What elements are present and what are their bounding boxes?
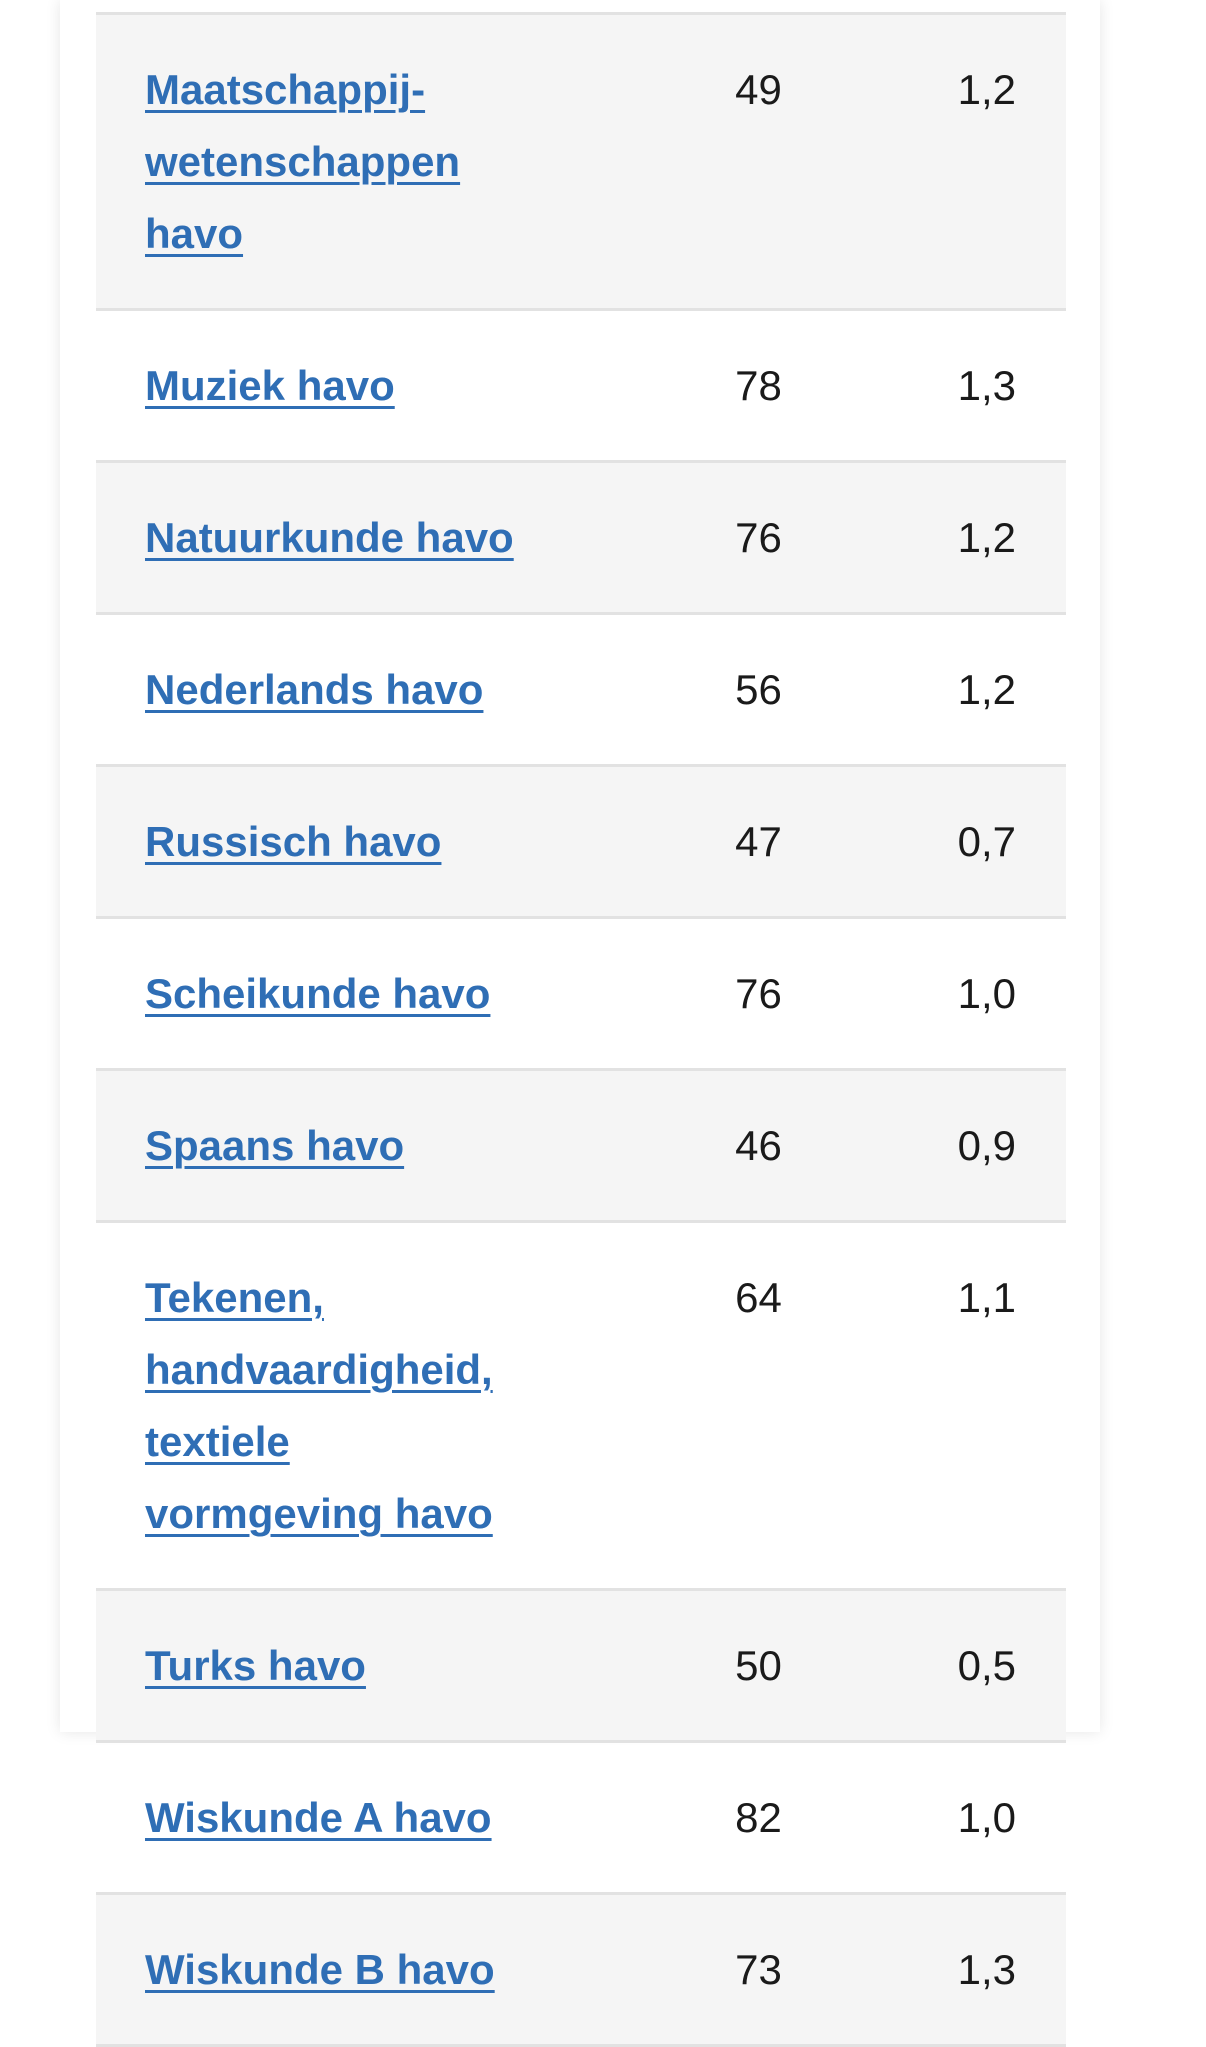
results-table: Maatschappij-wetenschappen havo 49 1,2 M…: [96, 12, 1066, 2047]
table-row: Turks havo 50 0,5: [96, 1589, 1066, 1742]
subject-link[interactable]: Tekenen, handvaardigheid, textiele vormg…: [145, 1274, 493, 1537]
subject-link[interactable]: Wiskunde A havo: [145, 1794, 492, 1841]
value2-cell: 1,2: [957, 66, 1016, 113]
subject-link[interactable]: Spaans havo: [145, 1122, 405, 1169]
table-row: Russisch havo 47 0,7: [96, 765, 1066, 918]
page: Maatschappij-wetenschappen havo 49 1,2 M…: [60, 0, 1100, 2046]
subject-cell: Muziek havo: [96, 310, 682, 462]
value2-cell: 1,2: [957, 666, 1016, 713]
subject-cell: Russisch havo: [96, 766, 682, 918]
table-row: Wiskunde A havo 82 1,0: [96, 1742, 1066, 1894]
subject-cell: Nederlands havo: [96, 614, 682, 766]
value1-cell: 49: [735, 66, 782, 113]
value2-cell: 1,2: [957, 514, 1016, 561]
subject-link[interactable]: Russisch havo: [145, 818, 442, 865]
table-row: Scheikunde havo 76 1,0: [96, 918, 1066, 1070]
value1-cell: 64: [735, 1274, 782, 1321]
table-row: Muziek havo 78 1,3: [96, 310, 1066, 462]
subject-link[interactable]: Turks havo: [145, 1642, 366, 1689]
subject-cell: Wiskunde B havo: [96, 1894, 682, 2046]
value2-cell: 1,3: [957, 362, 1016, 409]
table-row: Spaans havo 46 0,9: [96, 1069, 1066, 1222]
subject-link[interactable]: Maatschappij-wetenschappen havo: [145, 66, 461, 257]
value2-cell: 0,9: [957, 1122, 1016, 1169]
subject-link[interactable]: Nederlands havo: [145, 666, 484, 713]
subject-cell: Maatschappij-wetenschappen havo: [96, 14, 682, 310]
value2-cell: 1,3: [957, 1946, 1016, 1993]
subject-cell: Natuurkunde havo: [96, 462, 682, 614]
table-row: Nederlands havo 56 1,2: [96, 614, 1066, 766]
value1-cell: 47: [735, 818, 782, 865]
subject-cell: Spaans havo: [96, 1070, 682, 1222]
value1-cell: 76: [735, 970, 782, 1017]
subject-cell: Turks havo: [96, 1590, 682, 1742]
subject-cell: Wiskunde A havo: [96, 1742, 682, 1894]
subject-link[interactable]: Scheikunde havo: [145, 970, 491, 1017]
value2-cell: 1,1: [957, 1274, 1016, 1321]
table-row: Wiskunde B havo 73 1,3: [96, 1893, 1066, 2046]
value2-cell: 0,7: [957, 818, 1016, 865]
value1-cell: 73: [735, 1946, 782, 1993]
value1-cell: 78: [735, 362, 782, 409]
content-panel: [60, 0, 1100, 1732]
subject-cell: Scheikunde havo: [96, 918, 682, 1070]
subject-cell: Tekenen, handvaardigheid, textiele vormg…: [96, 1222, 682, 1590]
table-row: Natuurkunde havo 76 1,2: [96, 461, 1066, 614]
value1-cell: 82: [735, 1794, 782, 1841]
value2-cell: 0,5: [957, 1642, 1016, 1689]
subject-link[interactable]: Muziek havo: [145, 362, 395, 409]
subject-link[interactable]: Natuurkunde havo: [145, 514, 514, 561]
value2-cell: 1,0: [957, 970, 1016, 1017]
table-row: Tekenen, handvaardigheid, textiele vormg…: [96, 1222, 1066, 1590]
value1-cell: 50: [735, 1642, 782, 1689]
value1-cell: 56: [735, 666, 782, 713]
value2-cell: 1,0: [957, 1794, 1016, 1841]
value1-cell: 46: [735, 1122, 782, 1169]
value1-cell: 76: [735, 514, 782, 561]
subject-link[interactable]: Wiskunde B havo: [145, 1946, 495, 1993]
table-row: Maatschappij-wetenschappen havo 49 1,2: [96, 13, 1066, 310]
